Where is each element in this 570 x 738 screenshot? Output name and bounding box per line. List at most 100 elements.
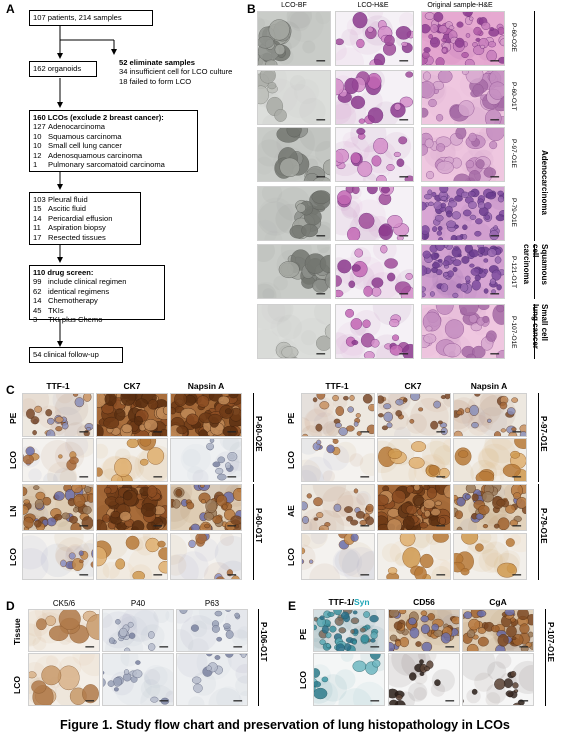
d-tile-ck56 xyxy=(28,609,100,652)
flow-box-organoids-text: 162 organoids xyxy=(33,64,82,73)
panel-a-letter: A xyxy=(6,2,15,16)
flow-box-patients: 107 patients, 214 samples xyxy=(29,10,153,26)
arrow-final xyxy=(57,336,63,347)
source-item: 11 Aspiration biopsy xyxy=(33,223,106,233)
b-group-bar xyxy=(534,244,535,299)
flow-box-followup: 54 clinical follow-up xyxy=(29,347,123,363)
lcos-item: 10 Squamous carcinoma xyxy=(33,131,122,141)
flow-box-followup-text: 54 clinical follow-up xyxy=(33,350,99,359)
e-row-label: LCO xyxy=(298,670,308,689)
b-tile-lco-he xyxy=(335,70,414,125)
e-patient: P-107-O1E xyxy=(546,622,555,663)
b-row-label: P-60-O1T xyxy=(510,82,517,111)
b-tile-orig-he xyxy=(421,127,505,182)
d-tile-p63 xyxy=(176,653,248,706)
c-left-tile-napsin xyxy=(170,438,242,482)
c-left-row-label: LN xyxy=(8,505,18,517)
b-tile-orig-he xyxy=(421,244,505,299)
c-left-tile-ck7 xyxy=(96,484,168,531)
de-patient-bar xyxy=(545,609,546,706)
flow-box-patients-text: 107 patients, 214 samples xyxy=(33,13,122,22)
c-right-tile-ttf1 xyxy=(301,484,375,531)
eliminated-title: 52 eliminate samples xyxy=(119,58,195,67)
drugscreen-item: 3 TKI plus Chemo xyxy=(33,315,103,325)
panel-d-letter: D xyxy=(6,599,15,613)
c-right-tile-ck7 xyxy=(377,484,451,531)
c-right-row-label: PE xyxy=(286,412,296,424)
c-left-tile-napsin xyxy=(170,484,242,531)
c-left-row-label: LCO xyxy=(8,547,18,566)
c-left-header-napsin: Napsin A xyxy=(187,381,225,391)
e-tile-ttf1-syn xyxy=(313,609,385,652)
e-tile-cga xyxy=(462,653,534,706)
d-tile-p40 xyxy=(102,653,174,706)
b-tile-lco-he xyxy=(335,11,414,66)
eliminated-line-1: 34 insufficient cell for LCO culture xyxy=(119,67,233,77)
e-tile-cd56 xyxy=(388,653,460,706)
de-patient-bar xyxy=(258,609,259,706)
d-header-p63: P63 xyxy=(204,599,220,608)
c-left-row-label: PE xyxy=(8,412,18,424)
panel-c-letter: C xyxy=(6,383,15,397)
group-squamous: Squamous cell carcinoma xyxy=(522,244,549,285)
lcos-item: 12 Adenosquamous carcinoma xyxy=(33,150,143,160)
d-patient: P-106-O1T xyxy=(259,622,268,662)
c-right-patient-1: P-97-O1E xyxy=(539,416,548,452)
c-patient-bar xyxy=(538,484,539,580)
b-tile-orig-he xyxy=(421,304,505,359)
b-tile-bf xyxy=(257,244,331,299)
c-left-row-label: LCO xyxy=(8,451,18,469)
c-right-patient-2: P-79-O1E xyxy=(539,508,548,544)
e-header-ttf1: TTF-1/ xyxy=(328,597,354,607)
c-right-row-label: AE xyxy=(286,504,296,517)
c-left-patient-1: P-60-O2E xyxy=(254,416,263,452)
source-item: 17 Resected tissues xyxy=(33,232,106,242)
d-tile-p40 xyxy=(102,609,174,652)
flow-box-sources: 103 Pleural fluid 15 Ascitic fluid 14 Peric… xyxy=(29,192,141,245)
b-row-label: P-97-O1E xyxy=(510,139,517,168)
panel-e-letter: E xyxy=(288,599,297,613)
drugscreen-item: 14 Chemotherapy xyxy=(33,296,98,306)
e-row-label: PE xyxy=(298,628,308,640)
c-right-row-label: LCO xyxy=(286,547,296,566)
d-header-ck56: CK5/6 xyxy=(52,599,76,608)
c-patient-bar xyxy=(538,393,539,482)
c-right-tile-napsin xyxy=(453,438,527,482)
c-right-header-ttf1: TTF-1 xyxy=(325,381,349,391)
b-tile-orig-he xyxy=(421,11,505,66)
source-item: 15 Ascitic fluid xyxy=(33,204,86,214)
b-tile-lco-he xyxy=(335,186,414,241)
source-item: 14 Pericardial effusion xyxy=(33,213,113,223)
e-header-syn: Syn xyxy=(353,597,370,607)
b-row-label: P-60-O2E xyxy=(510,23,517,52)
c-left-header-ttf1: TTF-1 xyxy=(46,381,70,391)
c-right-tile-ttf1 xyxy=(301,393,375,437)
c-left-header-ck7: CK7 xyxy=(123,381,141,391)
b-tile-lco-he xyxy=(335,304,414,359)
panel-b-header-orig-he: Original sample-H&E xyxy=(427,2,493,9)
lcos-item: 10 Small cell lung cancer xyxy=(33,141,122,151)
c-left-tile-napsin xyxy=(170,533,242,580)
b-tile-bf xyxy=(257,304,331,359)
drugscreen-item: 99 include clinical regimen xyxy=(33,277,127,287)
c-right-tile-ck7 xyxy=(377,438,451,482)
source-item: 103 Pleural fluid xyxy=(33,195,88,204)
group-adenocarcinoma: Adenocarcinoma xyxy=(540,150,549,215)
flow-box-organoids: 162 organoids xyxy=(29,61,97,77)
c-right-tile-napsin xyxy=(453,484,527,531)
c-right-tile-ttf1 xyxy=(301,533,375,580)
c-patient-bar xyxy=(253,393,254,482)
c-left-patient-2: P-60-O1T xyxy=(254,508,263,544)
b-tile-bf xyxy=(257,70,331,125)
c-right-tile-ttf1 xyxy=(301,438,375,482)
flowchart-arrows xyxy=(57,25,117,340)
b-group-bar xyxy=(534,11,535,241)
d-tile-ck56 xyxy=(28,653,100,706)
c-left-tile-ck7 xyxy=(96,533,168,580)
flow-box-eliminated: 52 eliminate samples 34 insufficient cel… xyxy=(116,56,246,90)
flow-box-lcos: 160 LCOs (exclude 2 breast cancer): 127 A… xyxy=(29,110,198,172)
c-left-tile-ck7 xyxy=(96,393,168,437)
c-right-header-napsin: Napsin A xyxy=(470,381,508,391)
panel-b-header-bf: LCO-BF xyxy=(281,2,307,9)
d-row-label: LCO xyxy=(12,675,22,694)
